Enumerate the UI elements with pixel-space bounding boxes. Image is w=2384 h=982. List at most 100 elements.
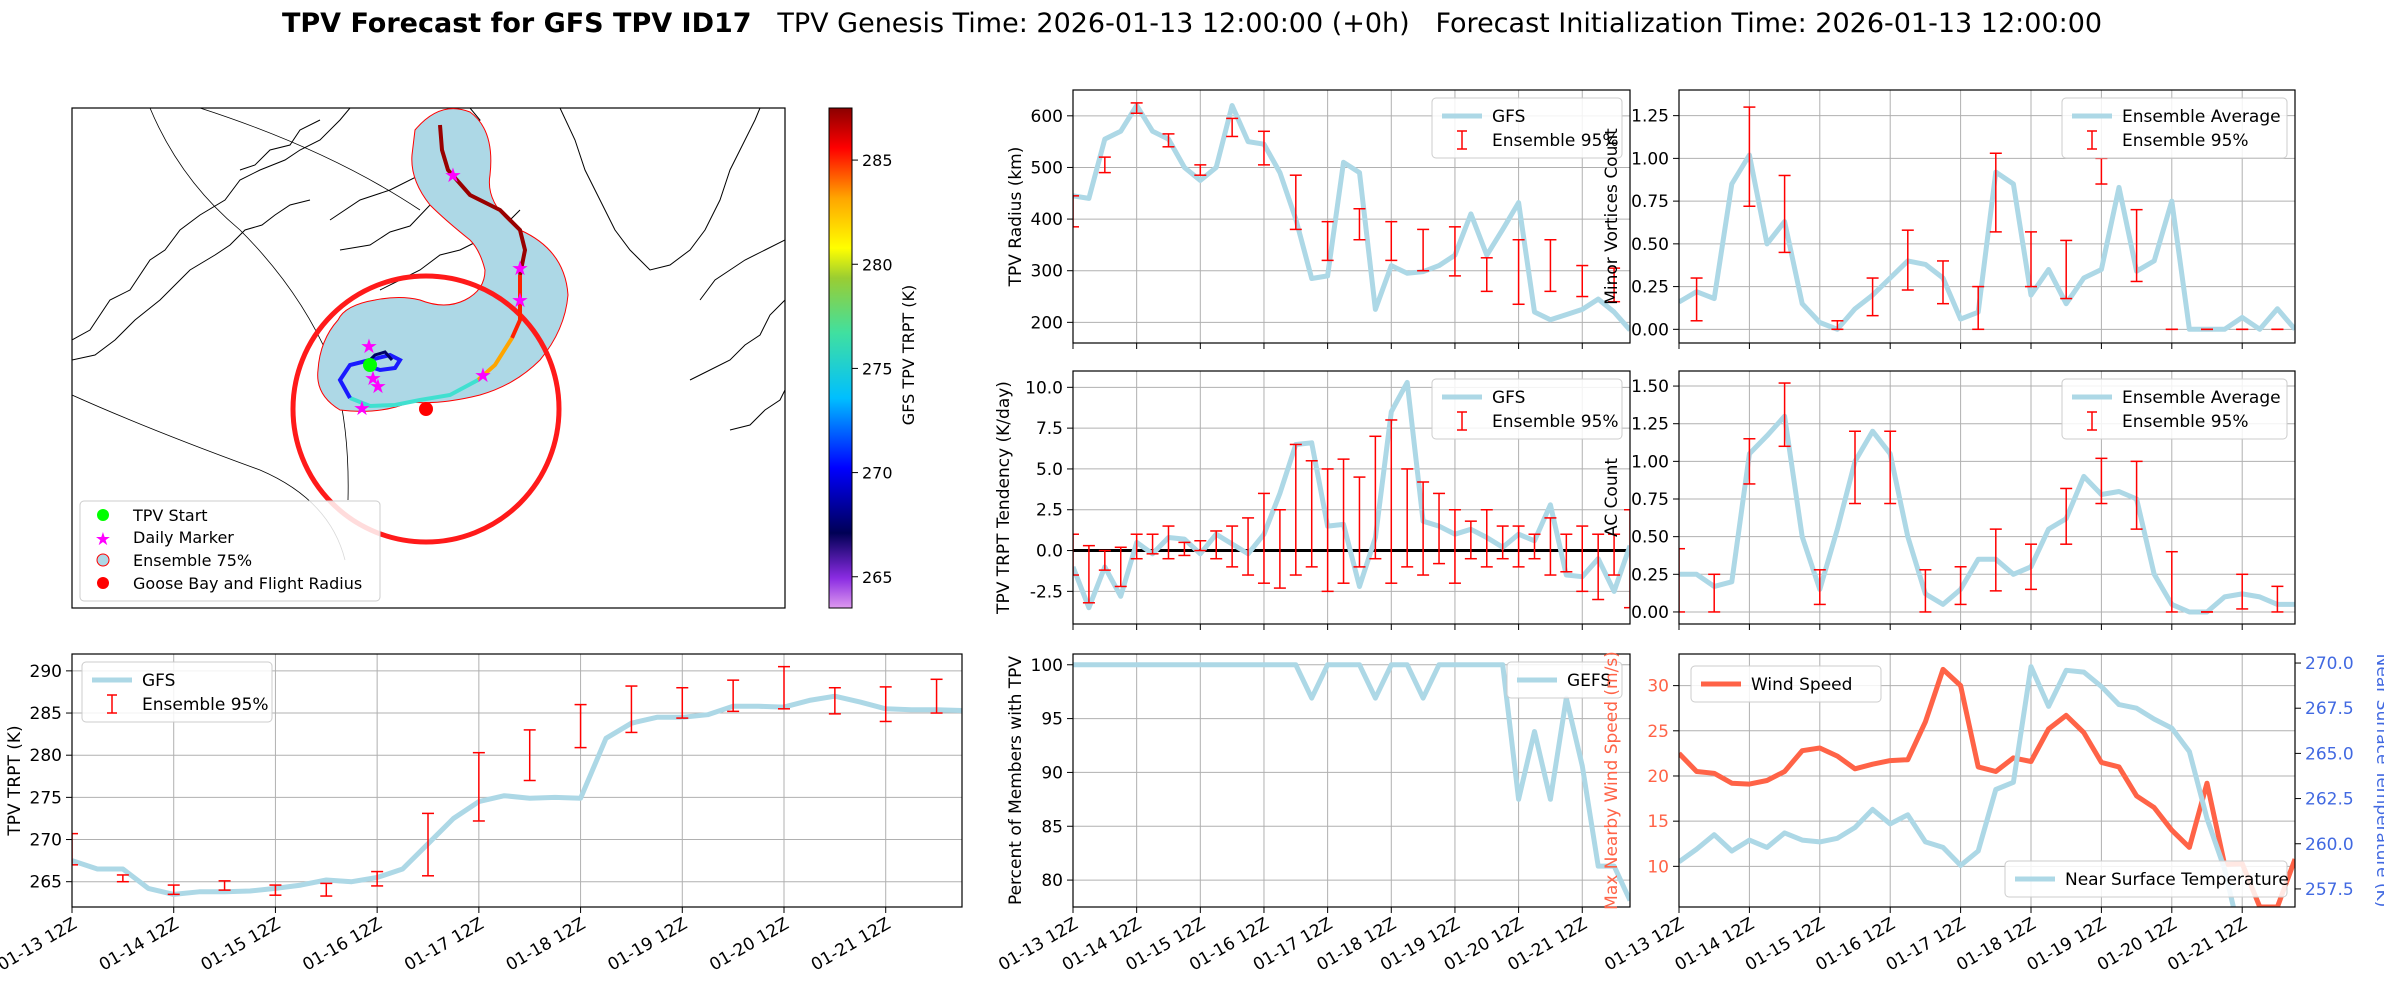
colorbar-tick-label: 270 xyxy=(862,464,893,483)
legend-label: GFS xyxy=(1492,388,1525,408)
map-legend-label: Goose Bay and Flight Radius xyxy=(133,574,362,593)
y-tick-label: 270 xyxy=(30,831,62,851)
series-line xyxy=(1679,666,2295,907)
y-tick-label: 85 xyxy=(1041,817,1063,837)
map-legend-label: TPV Start xyxy=(132,506,208,525)
y-tick-label: 0.00 xyxy=(1631,320,1669,340)
y-tick-label: 1.00 xyxy=(1631,452,1669,472)
map-legend: TPV Start ★ Daily Marker Ensemble 75% Go… xyxy=(79,500,381,602)
daily-marker-star: ★ xyxy=(353,396,371,420)
legend-label: Near Surface Temperature xyxy=(2065,870,2289,890)
y-tick-label: 10 xyxy=(1647,857,1669,877)
y-tick-label: 275 xyxy=(30,788,62,808)
y-tick-label: 280 xyxy=(30,746,62,766)
x-tick-label: 01-13 12Z xyxy=(0,914,81,975)
y-tick-label: 200 xyxy=(1031,313,1063,333)
coastline xyxy=(729,389,785,431)
legend-box xyxy=(1431,378,1623,440)
title-genesis: TPV Genesis Time: 2026-01-13 12:00:00 (+… xyxy=(777,8,1410,39)
map-legend-label: Ensemble 75% xyxy=(133,551,252,570)
map-legend-box xyxy=(79,500,381,602)
colorbar xyxy=(828,107,853,609)
daily-marker-star: ★ xyxy=(369,374,387,398)
y-tick-label: 1.00 xyxy=(1631,149,1669,169)
flight-radius-circle xyxy=(290,273,562,545)
y-tick-label: -2.5 xyxy=(1030,582,1063,602)
y-axis-label: TPV Radius (km) xyxy=(1006,147,1026,288)
plot-frame xyxy=(1678,653,2296,908)
tpv-track-segment xyxy=(337,352,403,399)
legend-label: Ensemble Average xyxy=(2122,388,2281,408)
x-tick-label: 01-21 12Z xyxy=(808,914,894,975)
border-line xyxy=(199,108,421,211)
legend: Ensemble Average Ensemble 95% xyxy=(2061,97,2288,159)
x-tick-label: 01-13 12Z xyxy=(1601,914,1687,975)
y-tick-label: 0.75 xyxy=(1631,192,1669,212)
daily-marker-star: ★ xyxy=(474,363,492,387)
y-right-tick-label: 262.5 xyxy=(2305,790,2354,810)
y-tick-label: 290 xyxy=(30,662,62,682)
red-dot-icon xyxy=(97,577,109,589)
x-tick-label: 01-19 12Z xyxy=(2024,914,2110,975)
legend-label: Ensemble 95% xyxy=(1492,131,1619,151)
daily-markers: ★ ★ ★ ★ ★ ★ ★ ★ xyxy=(353,163,529,420)
legend: GFS Ensemble 95% xyxy=(1431,97,1623,159)
tpv-track-segment xyxy=(438,124,528,276)
series-line xyxy=(1679,664,2236,907)
legend-label: Ensemble 95% xyxy=(2122,131,2249,151)
legend-box xyxy=(1506,661,1623,699)
series-line xyxy=(1679,413,2295,615)
legend: Ensemble Average Ensemble 95% xyxy=(2061,378,2288,440)
x-tick-label: 01-21 12Z xyxy=(2164,914,2250,975)
y-tick-label: 0.50 xyxy=(1631,528,1669,548)
colorbar-tick-label: 265 xyxy=(862,568,893,587)
x-tick-label: 01-19 12Z xyxy=(604,914,690,975)
x-tick-label: 01-20 12Z xyxy=(706,914,792,975)
x-tick-label: 01-14 12Z xyxy=(96,914,182,975)
y-right-tick-label: 267.5 xyxy=(2305,699,2354,719)
plot-frame xyxy=(1072,370,1631,625)
series-line xyxy=(1073,662,1630,902)
y-right-tick-label: 265.0 xyxy=(2305,744,2354,764)
legend: GFS Ensemble 95% xyxy=(81,661,273,723)
x-tick-label: 01-18 12Z xyxy=(503,914,589,975)
plot-frame xyxy=(1072,89,1631,344)
x-tick-label: 01-20 12Z xyxy=(2094,914,2180,975)
colorbar-ticks: 265 270 275 280 285 xyxy=(852,151,893,587)
daily-marker-star: ★ xyxy=(511,288,529,312)
y-tick-label: 600 xyxy=(1031,107,1063,127)
legend-label: Ensemble 95% xyxy=(142,695,269,715)
title-init: Forecast Initialization Time: 2026-01-13… xyxy=(1435,8,2103,39)
y-tick-label: 0.75 xyxy=(1631,490,1669,510)
series-line xyxy=(1073,103,1630,332)
y-axis-label: TPV TRPT Tendency (K/day) xyxy=(994,381,1014,615)
legend-label: Ensemble Average xyxy=(2122,107,2281,127)
figure-title: TPV Forecast for GFS TPV ID17 TPV Genesi… xyxy=(0,8,2384,39)
chart-minor: 0.00 0.25 0.50 0.75 1.00 1.25 Minor Vortices C… xyxy=(1602,89,2296,349)
x-tick-label: 01-16 12Z xyxy=(1812,914,1898,975)
x-tick-label: 01-18 12Z xyxy=(1953,914,2039,975)
map-content: ★ ★ ★ ★ ★ ★ ★ ★ xyxy=(72,108,785,561)
daily-marker-star: ★ xyxy=(511,256,529,280)
coastline xyxy=(239,119,321,171)
y-tick-label: 0.25 xyxy=(1631,278,1669,298)
y-tick-label: 1.25 xyxy=(1631,107,1669,127)
y-tick-label: 80 xyxy=(1041,871,1063,891)
lightblue-dot-icon xyxy=(96,553,110,567)
x-tick-label: 01-15 12Z xyxy=(198,914,284,975)
legend: GFS Ensemble 95% xyxy=(1431,378,1623,440)
tpv-track-segment xyxy=(510,275,522,339)
tpv-track-segment xyxy=(349,378,479,409)
title-bold: TPV Forecast for GFS TPV ID17 xyxy=(281,8,752,39)
y-tick-label: 100 xyxy=(1031,656,1063,676)
series-line xyxy=(1679,152,2295,332)
y-tick-label: 7.5 xyxy=(1036,419,1063,439)
colorbar-tick-label: 275 xyxy=(862,359,893,378)
y-tick-label: 90 xyxy=(1041,763,1063,783)
x-tick-label: 01-14 12Z xyxy=(1672,914,1758,975)
coastline xyxy=(559,108,761,271)
plot-frame xyxy=(1072,653,1631,908)
y-tick-label: 30 xyxy=(1647,677,1669,697)
charts: 01-13 12Z 01-14 12Z 01-15 12Z 01-16 12Z 01-1… xyxy=(0,89,2384,975)
